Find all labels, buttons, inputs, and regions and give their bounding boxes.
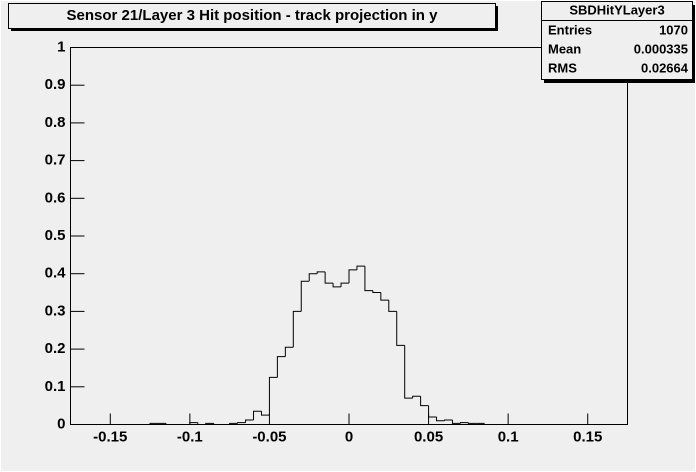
histogram-bin (260, 411, 270, 416)
histogram-bin (451, 419, 461, 424)
histogram-bin (348, 269, 357, 284)
histogram-bin (237, 422, 246, 424)
stats-label: Entries (548, 22, 592, 37)
histogram-bin (165, 423, 174, 425)
x-tick-label: 0.15 (573, 428, 602, 445)
histogram-bin (292, 310, 302, 348)
x-tick-label: 0 (345, 428, 353, 445)
histogram-bin (340, 282, 349, 287)
histogram-bin (268, 376, 278, 416)
histogram-bin (197, 422, 206, 425)
histogram-bin (356, 265, 365, 270)
histogram-bin (388, 300, 397, 312)
histogram-bin (189, 422, 198, 425)
y-tick-label: 0.2 (45, 340, 66, 357)
y-tick-label: 0.7 (45, 152, 66, 169)
frame (70, 47, 628, 425)
histogram-bin (316, 271, 326, 274)
x-tick-label: -0.1 (177, 428, 203, 445)
histogram-bin (443, 419, 453, 421)
y-tick-label: 0.6 (45, 189, 66, 206)
title-box (8, 3, 496, 29)
y-tick-label: 0.4 (45, 265, 67, 282)
histogram-bin (300, 280, 310, 312)
stats-value: 0.02664 (641, 60, 689, 75)
histogram-bin (332, 283, 342, 288)
histogram-bin (213, 423, 222, 425)
histogram-bin (459, 422, 469, 424)
histogram-bin (276, 356, 286, 378)
histogram-bin (205, 422, 214, 425)
y-tick-label: 0.5 (45, 227, 66, 244)
histogram-bin (412, 395, 421, 399)
stats-box: SBDHitYLayer3 Entries 1070 Mean 0.000335… (541, 1, 695, 83)
y-tick-label: 0.9 (45, 76, 66, 93)
histogram-bin (253, 410, 262, 420)
histogram-bin (404, 345, 413, 399)
x-tick-label: 0.05 (414, 428, 443, 445)
chart-title: Sensor 21/Layer 3 Hit position - track p… (67, 7, 439, 24)
stats-label: RMS (548, 60, 577, 75)
histogram-bin (467, 422, 477, 424)
x-tick-label: -0.15 (93, 428, 127, 445)
histogram-bin (364, 266, 373, 292)
histogram-bin (284, 346, 294, 357)
histogram-bin (149, 422, 159, 425)
stats-label: Mean (548, 41, 581, 56)
y-tick-label: 0.1 (45, 378, 66, 395)
stats-frame (541, 1, 693, 80)
x-tick-label: -0.05 (252, 428, 286, 445)
histogram-bin (436, 416, 445, 422)
histogram-bin (324, 271, 334, 284)
y-tick-label: 0 (57, 415, 65, 432)
histogram-bin (483, 423, 493, 425)
histogram-bin (229, 422, 238, 425)
histogram-bin (308, 273, 318, 282)
y-tick-label: 1 (57, 38, 65, 55)
y-tick-label: 0.8 (45, 114, 66, 131)
histogram-bin (245, 419, 254, 423)
histogram-bin (372, 290, 381, 294)
x-tick-label: 0.1 (498, 428, 519, 445)
stats-value: 1070 (659, 22, 688, 37)
stats-value: 0.000335 (634, 41, 688, 56)
stats-title: SBDHitYLayer3 (569, 2, 664, 17)
histogram-bin (396, 311, 405, 346)
histogram-bin (420, 396, 429, 407)
y-tick-label: 0.3 (45, 302, 66, 319)
histogram-bin (380, 292, 389, 301)
histogram-bin (428, 405, 437, 418)
